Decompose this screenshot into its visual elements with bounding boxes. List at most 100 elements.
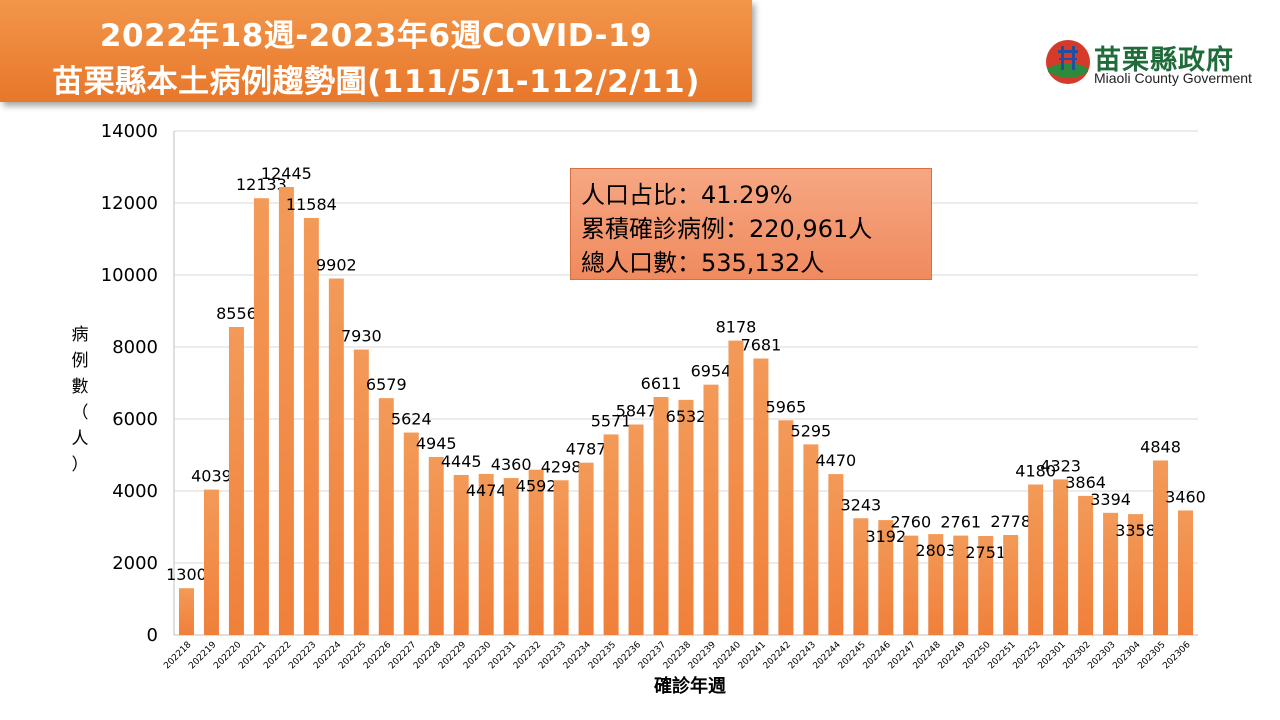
data-label: 4848 (1140, 437, 1181, 456)
data-label: 4360 (491, 455, 532, 474)
bar (628, 424, 644, 635)
bar (203, 489, 219, 635)
y-axis-label: 病例數（人） (71, 325, 89, 475)
data-label: 6532 (666, 407, 707, 426)
data-label: 3394 (1090, 490, 1131, 509)
bar (1128, 514, 1144, 635)
bar (178, 588, 194, 635)
data-label: 5847 (616, 402, 657, 421)
bar (803, 444, 819, 635)
data-label: 2803 (915, 541, 956, 560)
cumulative-cases-text: 累積確診病例：220,961人 (581, 215, 873, 243)
county-government-english-name: Miaoli County Goverment (1094, 70, 1252, 86)
data-label: 4180 (1015, 462, 1056, 481)
data-label: 11584 (286, 195, 337, 214)
data-label: 2778 (990, 512, 1031, 531)
bar (853, 518, 869, 635)
population-share-text: 人口占比：41.29% (581, 181, 793, 209)
bar (928, 534, 944, 635)
bar (603, 434, 619, 635)
bar (1103, 512, 1119, 635)
title-line-2: 苗栗縣本土病例趨勢圖(111/5/1-112/2/11) (52, 64, 700, 100)
bar (1003, 534, 1019, 635)
data-label: 6611 (641, 374, 682, 393)
bar (403, 432, 419, 635)
data-label: 4039 (191, 467, 232, 486)
data-label: 3243 (840, 495, 881, 514)
bar (703, 384, 719, 635)
data-label: 5571 (591, 411, 632, 430)
bar (678, 399, 694, 635)
y-tick-label: 8000 (112, 337, 158, 358)
total-population-text: 總人口數：535,132人 (581, 249, 825, 277)
bar (503, 478, 519, 635)
bar (578, 462, 594, 635)
y-tick-label: 12000 (101, 193, 158, 214)
bar (528, 469, 544, 635)
summary-info-box: 人口占比：41.29% 累積確診病例：220,961人 總人口數：535,132… (570, 168, 932, 280)
data-label: 4474 (466, 481, 507, 500)
data-label: 6579 (366, 375, 407, 394)
bar (953, 535, 969, 635)
bar (478, 473, 494, 635)
bar (303, 217, 319, 635)
data-label: 2751 (965, 543, 1006, 562)
x-tick-label: 202306 (1161, 640, 1193, 672)
county-government-name: 苗栗縣政府 (1094, 45, 1234, 76)
miaoli-county-emblem-icon (1046, 40, 1090, 84)
data-label: 8556 (216, 304, 257, 323)
x-axis-label: 確診年週 (654, 676, 726, 697)
bar (1178, 510, 1194, 635)
y-tick-label: 10000 (101, 265, 158, 286)
data-label: 4592 (516, 477, 557, 496)
bar (828, 474, 844, 635)
data-label: 5295 (791, 421, 832, 440)
bar (328, 278, 344, 635)
y-tick-label: 14000 (101, 121, 158, 142)
data-label: 5965 (766, 397, 807, 416)
bar (278, 186, 294, 636)
data-label: 12445 (261, 164, 312, 183)
data-label: 4470 (815, 451, 856, 470)
bar (753, 358, 769, 635)
data-label: 3460 (1165, 487, 1206, 506)
data-label: 1300 (166, 565, 207, 584)
data-label: 5624 (391, 410, 432, 429)
data-label: 7930 (341, 327, 382, 346)
title-banner: 2022年18週-2023年6週COVID-19 苗栗縣本土病例趨勢圖(111/… (0, 0, 752, 102)
y-tick-label: 4000 (112, 481, 158, 502)
bar (553, 480, 569, 635)
y-tick-label: 0 (147, 625, 158, 646)
data-label: 7681 (741, 335, 782, 354)
bar (903, 535, 919, 635)
bar (453, 474, 469, 635)
data-label: 4945 (416, 434, 457, 453)
data-label: 3192 (865, 527, 906, 546)
data-label: 3358 (1115, 521, 1156, 540)
data-label: 9902 (316, 256, 357, 275)
data-label: 12133 (236, 175, 287, 194)
data-label: 3864 (1065, 473, 1106, 492)
data-label: 8178 (716, 318, 757, 337)
data-label: 4323 (1040, 456, 1081, 475)
bar (253, 198, 269, 635)
bar (1078, 495, 1094, 635)
y-tick-label: 6000 (112, 409, 158, 430)
y-tick-label: 2000 (112, 553, 158, 574)
bar (228, 326, 244, 635)
bar (728, 340, 744, 635)
title-line-1: 2022年18週-2023年6週COVID-19 (99, 18, 653, 54)
bar (1053, 479, 1069, 635)
bar (653, 397, 669, 635)
bar (378, 398, 394, 635)
bar (1028, 484, 1044, 635)
data-label: 2761 (940, 513, 981, 532)
data-label: 4298 (541, 457, 582, 476)
bar (878, 520, 894, 635)
data-label: 2760 (890, 513, 931, 532)
bar (353, 349, 369, 635)
bar (978, 535, 994, 635)
bar (428, 456, 444, 635)
data-label: 6954 (691, 362, 732, 381)
